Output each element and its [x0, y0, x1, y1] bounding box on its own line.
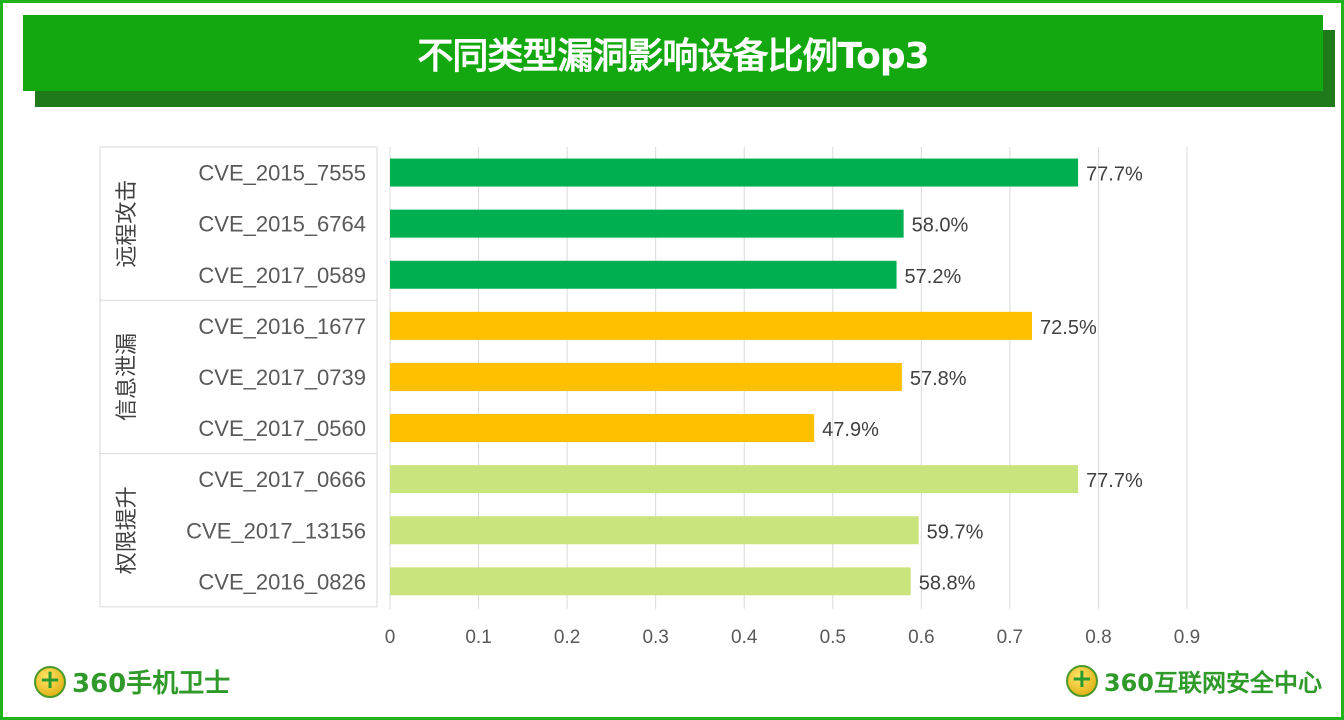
- x-tick-label: 0.1: [465, 627, 491, 648]
- x-tick-label: 0.5: [820, 627, 846, 648]
- category-label: CVE_2017_13156: [186, 518, 366, 543]
- data-label: 77.7%: [1086, 164, 1143, 186]
- data-label: 58.0%: [912, 215, 969, 237]
- category-label: CVE_2016_1677: [198, 314, 366, 339]
- x-tick-label: 0.8: [1085, 627, 1111, 648]
- x-tick-label: 0.9: [1174, 627, 1200, 648]
- logo-360-security-center: 360互联网安全中心: [1065, 663, 1322, 698]
- x-tick-label: 0: [385, 627, 396, 648]
- bar: [390, 311, 1033, 340]
- x-tick-label: 0.2: [554, 627, 580, 648]
- bar: [390, 209, 904, 238]
- bar: [390, 158, 1079, 187]
- bar: [390, 567, 911, 596]
- x-tick-label: 0.3: [642, 627, 668, 648]
- group-label: 远程攻击: [114, 180, 139, 268]
- bar: [390, 516, 919, 545]
- data-label: 57.8%: [910, 368, 967, 390]
- category-label: CVE_2017_0560: [198, 416, 366, 441]
- x-tick-label: 0.7: [997, 627, 1023, 648]
- category-label: CVE_2015_6764: [198, 212, 366, 237]
- logo-right-text: 360互联网安全中心: [1103, 669, 1322, 697]
- 360-emblem-icon: [1065, 664, 1098, 697]
- bar: [390, 260, 897, 289]
- category-label: CVE_2017_0666: [198, 467, 366, 492]
- group-label: 信息泄漏: [114, 333, 139, 421]
- category-label: CVE_2016_0826: [198, 569, 366, 594]
- data-label: 72.5%: [1040, 317, 1097, 339]
- bar: [390, 465, 1079, 494]
- bar: [390, 362, 902, 391]
- data-label: 77.7%: [1086, 470, 1143, 492]
- x-tick-label: 0.6: [908, 627, 934, 648]
- category-label: CVE_2017_0589: [198, 263, 366, 288]
- group-label: 权限提升: [114, 486, 139, 574]
- data-label: 59.7%: [927, 521, 984, 543]
- data-label: 58.8%: [919, 572, 976, 594]
- chart-title: 不同类型漏洞影响设备比例Top3: [417, 36, 929, 77]
- bar: [390, 414, 815, 443]
- data-label: 47.9%: [822, 419, 879, 441]
- category-label: CVE_2017_0739: [198, 365, 366, 390]
- data-label: 57.2%: [905, 266, 962, 288]
- 360-shield-icon: [34, 665, 66, 698]
- title-banner: 不同类型漏洞影响设备比例Top3: [23, 15, 1323, 91]
- category-label: CVE_2015_7555: [198, 161, 366, 186]
- logo-360-mobile-guard: 360手机卫士: [34, 663, 230, 700]
- logo-left-text: 360手机卫士: [72, 669, 231, 699]
- x-tick-label: 0.4: [731, 627, 758, 648]
